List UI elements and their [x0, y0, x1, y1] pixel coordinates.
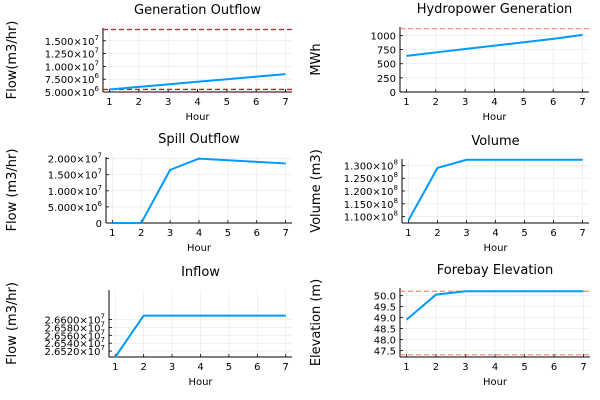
y-axis-label: Volume (m3)	[309, 149, 324, 233]
y-tick-label: 49.0	[374, 314, 396, 325]
x-tick-label: 2	[434, 228, 440, 239]
chart-title: Inflow	[181, 265, 220, 280]
y-tick-label: 2.6520×107	[44, 344, 105, 358]
x-tick-label: 5	[521, 97, 527, 108]
y-tick-label: 2.6580×107	[44, 320, 105, 334]
y-tick-label: 750	[377, 46, 396, 57]
x-tick-label: 1	[405, 228, 411, 239]
y-tick-label: 1.100×108	[344, 210, 398, 224]
x-tick-label: 4	[197, 362, 203, 373]
y-tick-label: 5.000×106	[48, 200, 103, 214]
x-tick-label: 5	[226, 362, 232, 373]
y-tick-label: 48.5	[374, 325, 396, 336]
x-tick-label: 3	[169, 362, 175, 373]
y-axis-label: Flow (m3/hr)	[5, 149, 20, 232]
chart-panel-5: 1 2 3 4 5 6 7 2.6520×1072.6540×1072.6560×1072.6…	[5, 265, 292, 388]
y-tick-label: 1.300×108	[344, 158, 398, 172]
y-tick-label: 1.200×108	[344, 184, 398, 198]
x-tick-label: 5	[225, 228, 231, 239]
x-tick-label: 2	[433, 97, 439, 108]
x-tick-label: 6	[551, 362, 557, 373]
x-tick-label: 1	[106, 97, 112, 108]
x-tick-label: 5	[224, 97, 230, 108]
y-axis-label: Elevation (m)	[309, 279, 324, 366]
x-axis-label: Hour	[185, 112, 210, 123]
x-tick-label: 3	[463, 228, 469, 239]
x-tick-label: 3	[462, 362, 468, 373]
y-tick-label: 1.500×107	[48, 168, 102, 182]
y-tick-label: 48.0	[374, 335, 396, 346]
y-tick-label: 1.000×107	[45, 59, 99, 73]
y-tick-label: 1.500×107	[45, 34, 99, 48]
x-axis-label: Hour	[483, 377, 508, 388]
x-tick-label: 1	[403, 362, 409, 373]
chart-panel-6: 1 2 3 4 5 6 7 47.548.048.549.049.550.0 Forebay E…	[309, 263, 590, 388]
y-tick-label: 250	[377, 74, 396, 85]
x-tick-label: 6	[550, 97, 556, 108]
chart-title: Hydropower Generation	[417, 2, 573, 17]
chart-title: Generation Outflow	[134, 3, 261, 18]
y-tick-label: 1000	[371, 31, 396, 42]
x-tick-label: 6	[550, 228, 556, 239]
y-tick-label: 5.000×106	[45, 85, 100, 99]
y-tick-label: 0	[96, 219, 102, 230]
x-tick-label: 4	[492, 228, 498, 239]
x-tick-label: 5	[521, 362, 527, 373]
y-tick-label: 2.6600×107	[44, 313, 105, 327]
y-tick-label: 0	[390, 88, 396, 99]
x-tick-label: 2	[140, 362, 146, 373]
x-tick-label: 4	[196, 228, 202, 239]
x-tick-label: 7	[282, 228, 288, 239]
x-axis-label: Hour	[482, 112, 507, 123]
x-tick-label: 7	[579, 228, 585, 239]
chart-title: Forebay Elevation	[437, 263, 553, 278]
x-tick-label: 7	[282, 97, 288, 108]
y-tick-label: 1.250×108	[344, 171, 398, 185]
x-tick-label: 7	[283, 362, 289, 373]
x-tick-label: 4	[492, 362, 498, 373]
x-tick-label: 6	[254, 228, 260, 239]
y-tick-label: 49.5	[374, 303, 396, 314]
x-tick-label: 3	[165, 97, 171, 108]
x-axis-label: Hour	[187, 243, 212, 254]
x-tick-label: 3	[167, 228, 173, 239]
x-tick-label: 7	[579, 97, 585, 108]
x-tick-label: 1	[109, 228, 115, 239]
x-tick-label: 5	[521, 228, 527, 239]
chart-panel-4: 1 2 3 4 5 6 7 1.100×1081.150×1081.200×1081.250×…	[309, 134, 589, 254]
y-tick-label: 1.000×107	[48, 184, 102, 198]
chart-panel-1: 1 2 3 4 5 6 7 5.000×1067.500×1061.000×1071.250×…	[5, 3, 292, 123]
chart-panel-2: 1 2 3 4 5 6 7 0 250 500 750 1000 Hydropower Generati…	[309, 2, 589, 123]
x-tick-label: 6	[253, 97, 259, 108]
chart-panel-3: 1 2 3 4 5 6 7 0 5.000×106 1.000×107 1.500×107 2.000…	[5, 132, 292, 254]
x-tick-label: 6	[254, 362, 260, 373]
x-tick-label: 7	[580, 362, 586, 373]
chart-title: Volume	[471, 134, 519, 149]
x-axis-label: Hour	[483, 243, 508, 254]
x-tick-label: 1	[403, 97, 409, 108]
x-axis-label: Hour	[188, 377, 213, 388]
x-tick-label: 2	[138, 228, 144, 239]
chart-title: Spill Outflow	[158, 132, 240, 147]
x-tick-label: 2	[136, 97, 142, 108]
y-tick-label: 2.6540×107	[44, 336, 105, 350]
y-tick-label: 2.000×107	[48, 152, 102, 166]
y-axis-label: MWh	[309, 43, 324, 75]
y-tick-label: 7.500×106	[45, 72, 100, 86]
x-tick-label: 4	[194, 97, 200, 108]
x-tick-label: 4	[491, 97, 497, 108]
x-tick-label: 1	[112, 362, 118, 373]
x-tick-label: 3	[462, 97, 468, 108]
y-tick-label: 2.6560×107	[44, 328, 105, 342]
y-tick-label: 50.0	[374, 292, 396, 303]
y-axis-label: Flow(m3/hr)	[5, 21, 20, 100]
y-tick-label: 1.250×107	[45, 47, 99, 61]
y-axis-label: Flow (m3/hr)	[5, 282, 20, 365]
y-tick-label: 47.5	[374, 346, 396, 357]
y-tick-label: 1.150×108	[344, 197, 398, 211]
x-tick-label: 2	[433, 362, 439, 373]
y-tick-label: 500	[377, 60, 396, 71]
